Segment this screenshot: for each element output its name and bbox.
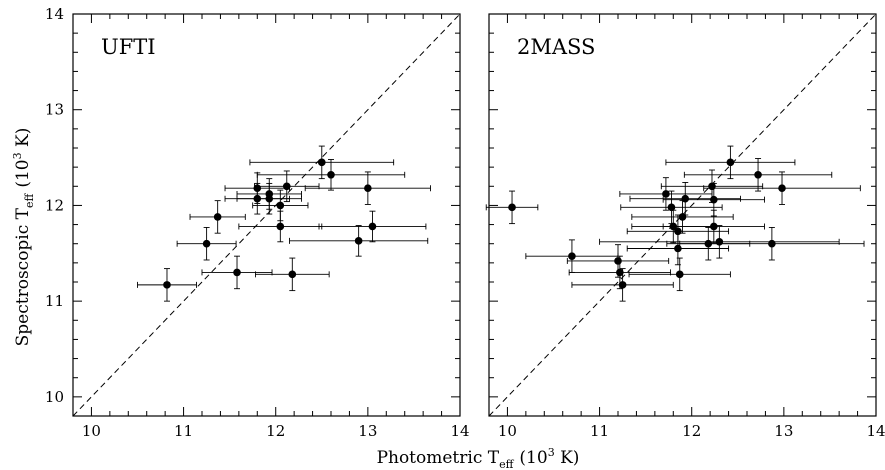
y-tick-label: 11	[45, 292, 64, 310]
point-marker	[276, 201, 285, 210]
x-axis-label: Photometric Teff (103 K)	[377, 446, 580, 470]
point-marker	[710, 195, 718, 204]
point-marker	[368, 222, 377, 231]
data-point	[254, 170, 320, 203]
y-axis-label-unit-close: K)	[13, 128, 33, 153]
point-marker	[213, 213, 222, 221]
data-point	[254, 257, 330, 292]
data-point	[137, 268, 197, 302]
point-marker	[778, 184, 786, 192]
x-tick-label: 13	[774, 422, 793, 440]
point-marker	[710, 222, 718, 231]
panel-2mass: 10 11 12 13 14 2MASS	[485, 13, 885, 440]
y-axis-label-sub: eff	[23, 192, 36, 208]
y-tick-label: 14	[45, 5, 64, 23]
point-marker	[715, 238, 724, 246]
x-axis-label-main: Photometric T	[377, 448, 500, 468]
point-marker	[364, 184, 372, 192]
panel-label: 2MASS	[517, 35, 595, 59]
data-point	[571, 268, 674, 302]
point-marker	[568, 252, 576, 260]
x-tick-label: 10	[82, 422, 101, 440]
point-marker	[163, 281, 171, 289]
x-tick-label: 11	[590, 422, 609, 440]
point-marker	[288, 270, 297, 279]
x-tick-label: 12	[266, 422, 285, 440]
y-axis-label-main: Spectroscopic T	[13, 207, 33, 346]
y-tick-label: 12	[45, 196, 64, 214]
x-tick-label: 11	[174, 422, 193, 440]
point-marker	[667, 203, 676, 212]
point-marker	[674, 227, 682, 236]
plot-frame	[488, 13, 877, 417]
data-point	[620, 190, 723, 225]
x-tick-label: 10	[498, 422, 517, 440]
data-point	[525, 239, 619, 273]
point-marker	[618, 281, 627, 289]
point-marker	[327, 171, 335, 179]
point-marker	[754, 171, 762, 179]
y-tick-label: 10	[45, 388, 64, 406]
data-point	[683, 158, 833, 192]
point-marker	[265, 194, 274, 203]
point-marker	[233, 268, 241, 277]
data-point	[619, 177, 713, 211]
point-marker	[662, 190, 670, 198]
point-marker	[317, 158, 326, 167]
data-point	[256, 159, 406, 191]
point-marker	[614, 257, 622, 265]
one-to-one-line	[72, 13, 461, 417]
data-point	[599, 225, 840, 259]
point-marker	[681, 194, 690, 203]
x-tick-label: 13	[358, 422, 377, 440]
point-marker	[675, 270, 684, 279]
data-point	[201, 255, 273, 290]
point-marker	[768, 239, 776, 248]
point-marker	[726, 158, 735, 167]
data-point	[631, 200, 734, 234]
y-axis-label-exp: 3	[11, 152, 24, 159]
data-point	[703, 171, 861, 205]
y-axis-label-unit-open: (10	[13, 159, 33, 187]
point-marker	[276, 222, 285, 231]
data-point	[289, 225, 429, 257]
data-point	[249, 145, 395, 180]
data-point	[176, 226, 237, 261]
data-point	[679, 226, 865, 261]
x-axis-label-unit-close: K)	[555, 448, 580, 468]
panel-label: UFTI	[101, 35, 156, 59]
y-tick-label: 13	[45, 101, 64, 119]
data-point	[665, 145, 796, 180]
data-point	[318, 210, 427, 243]
panel-ufti: 10 11 12 13 14 10 11 12 13 14 UFTI	[45, 5, 470, 440]
x-tick-label: 14	[450, 422, 469, 440]
data-point	[628, 257, 731, 292]
x-tick-label: 12	[682, 422, 701, 440]
data-point	[238, 210, 323, 243]
plot-frame	[72, 13, 461, 417]
point-marker	[616, 268, 624, 277]
one-to-one-line	[488, 13, 877, 417]
x-axis-label-sub: eff	[499, 458, 515, 470]
point-marker	[508, 203, 516, 212]
x-tick-label: 14	[866, 422, 885, 440]
point-marker	[282, 182, 291, 191]
data-point	[304, 171, 431, 205]
point-marker	[354, 237, 363, 245]
data-point	[189, 200, 246, 234]
data-point	[629, 182, 741, 216]
data-point	[626, 214, 730, 248]
x-axis-label-unit-open: (10	[519, 448, 547, 468]
x-axis-label-exp: 3	[548, 446, 555, 459]
point-marker	[202, 239, 211, 248]
y-axis-label: Spectroscopic Teff (103 K)	[11, 128, 36, 347]
data-point	[236, 182, 302, 215]
data-point	[485, 190, 539, 225]
